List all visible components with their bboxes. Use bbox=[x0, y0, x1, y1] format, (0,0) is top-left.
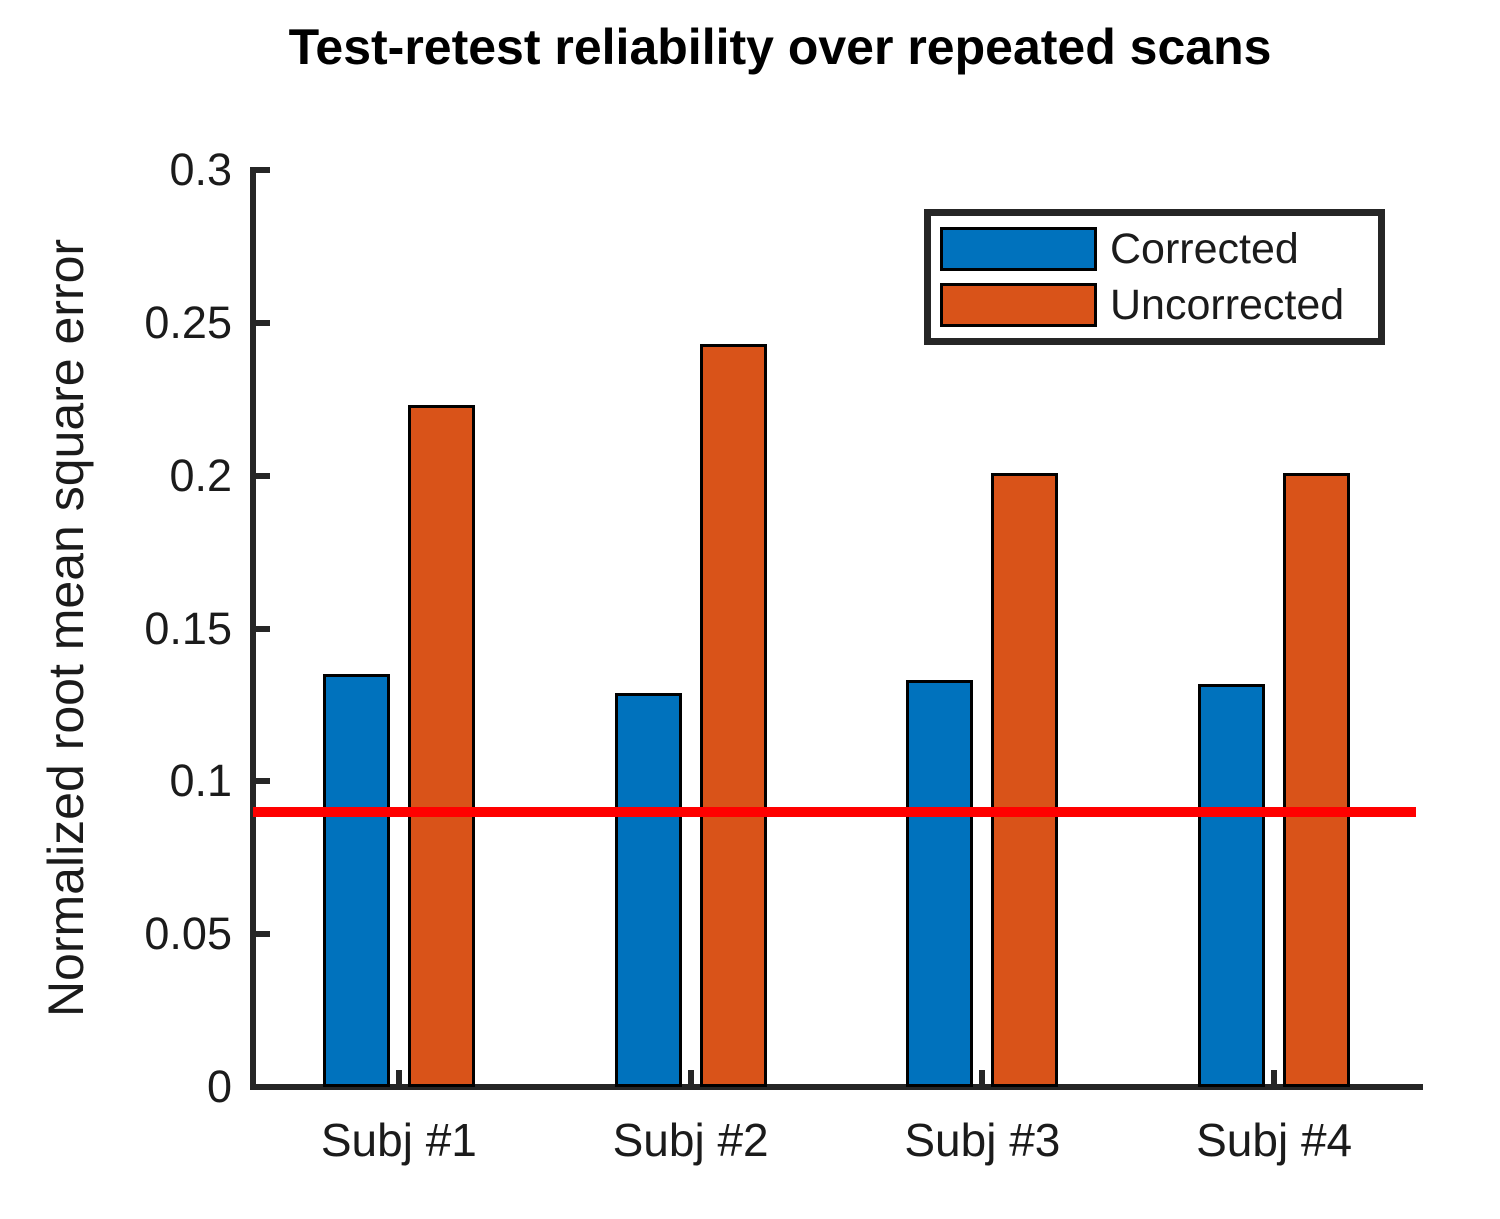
legend-label-corrected: Corrected bbox=[1110, 225, 1299, 274]
y-tick bbox=[256, 625, 270, 632]
x-tick bbox=[395, 1070, 402, 1084]
x-tick-label: Subj #4 bbox=[1196, 1114, 1353, 1166]
y-tick bbox=[256, 472, 270, 479]
legend-swatch-uncorrected bbox=[940, 282, 1097, 327]
chart-title: Test-retest reliability over repeated sc… bbox=[288, 19, 1272, 75]
legend: Corrected Uncorrected bbox=[924, 209, 1385, 345]
legend-entry-uncorrected: Uncorrected bbox=[931, 280, 1378, 329]
bar-uncorrected-subj-4 bbox=[1283, 472, 1351, 1087]
y-tick-label: 0.1 bbox=[169, 755, 232, 807]
bar-uncorrected-subj-1 bbox=[407, 405, 475, 1087]
x-tick-label: Subj #2 bbox=[612, 1114, 769, 1166]
bar-uncorrected-subj-3 bbox=[991, 472, 1059, 1087]
legend-entry-corrected: Corrected bbox=[931, 225, 1378, 274]
y-tick-label: 0.2 bbox=[169, 449, 232, 501]
x-axis-line bbox=[250, 1084, 1423, 1090]
y-tick bbox=[256, 319, 270, 326]
bar-corrected-subj-4 bbox=[1198, 683, 1266, 1087]
y-tick-label: 0 bbox=[206, 1061, 232, 1112]
y-axis-line bbox=[250, 167, 256, 1090]
bar-uncorrected-subj-2 bbox=[699, 344, 767, 1087]
y-tick bbox=[256, 931, 270, 938]
y-tick bbox=[256, 167, 270, 173]
y-tick-label: 0.15 bbox=[144, 602, 232, 654]
x-tick-label: Subj #1 bbox=[320, 1114, 477, 1166]
x-tick bbox=[979, 1070, 986, 1084]
legend-swatch-corrected bbox=[940, 227, 1097, 272]
x-tick bbox=[687, 1070, 694, 1084]
bar-corrected-subj-3 bbox=[906, 680, 974, 1087]
y-tick-label: 0.25 bbox=[144, 296, 232, 348]
y-tick bbox=[256, 1084, 270, 1090]
x-tick-label: Subj #3 bbox=[904, 1114, 1061, 1166]
x-tick bbox=[1271, 1070, 1278, 1084]
y-tick bbox=[256, 778, 270, 785]
reference-line bbox=[253, 806, 1416, 817]
legend-label-uncorrected: Uncorrected bbox=[1110, 280, 1345, 329]
bar-corrected-subj-1 bbox=[322, 674, 390, 1087]
y-tick-label: 0.3 bbox=[169, 144, 232, 195]
y-tick-label: 0.05 bbox=[144, 908, 232, 960]
bar-corrected-subj-2 bbox=[614, 692, 682, 1087]
